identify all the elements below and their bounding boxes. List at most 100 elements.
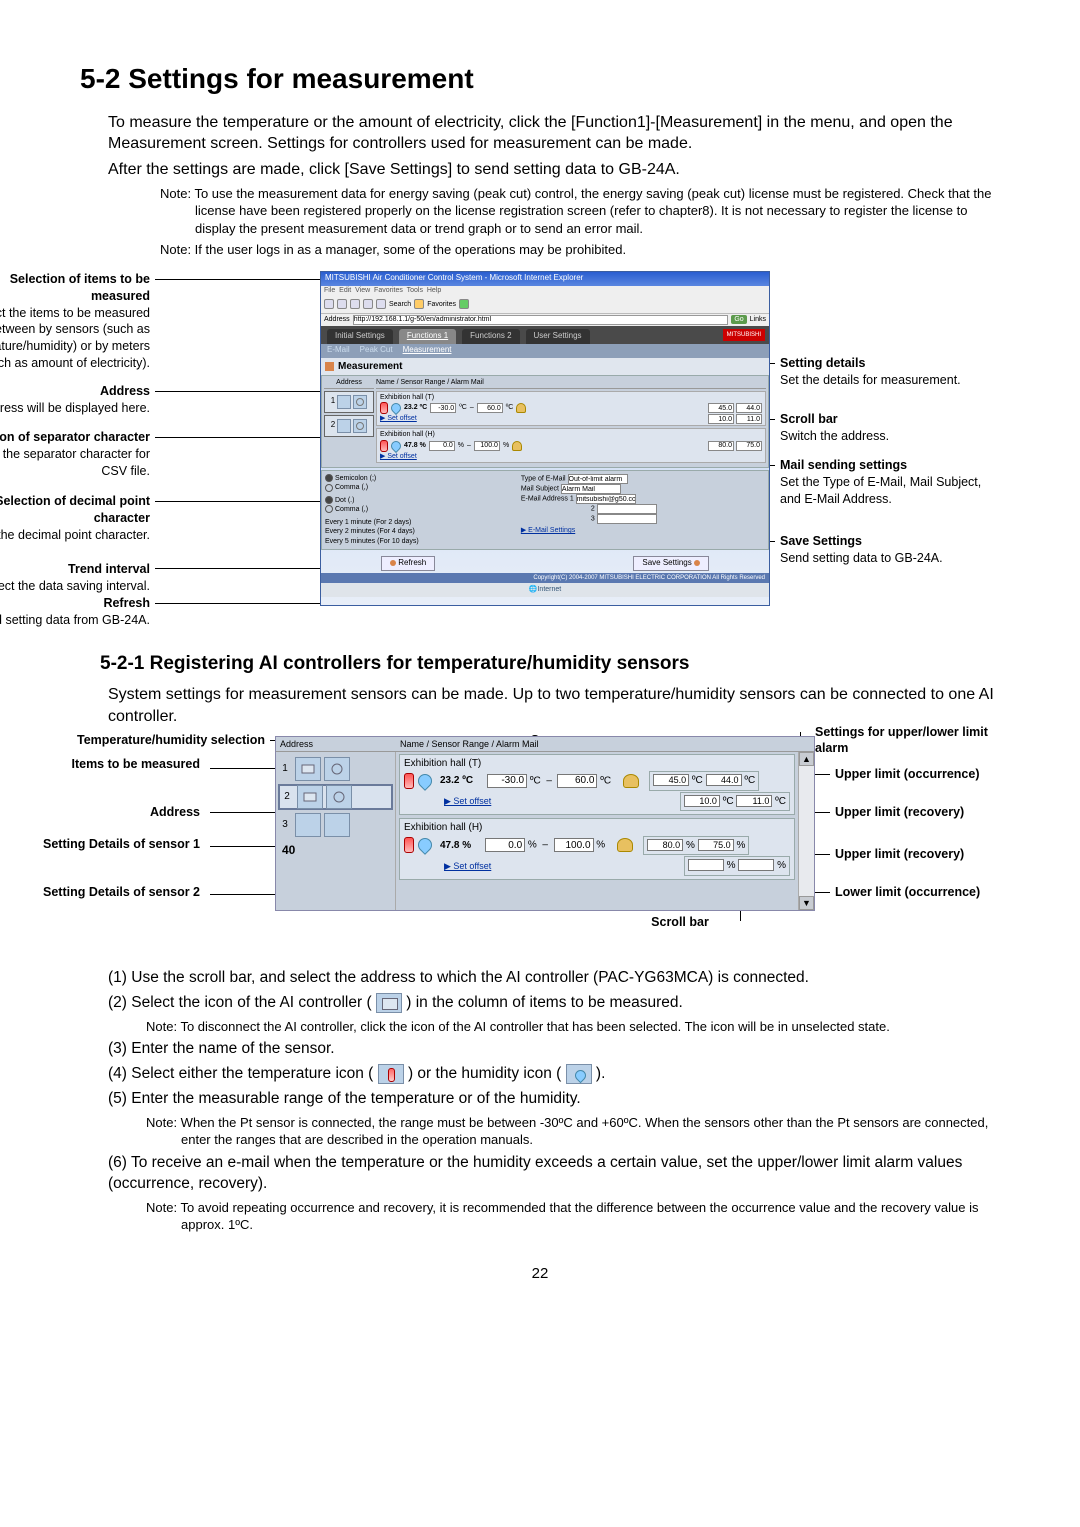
humidity-icon[interactable] [389, 401, 403, 415]
sub-email[interactable]: E-Mail [327, 345, 350, 356]
callout-mail: Mail sending settingsSet the Type of E-M… [780, 457, 990, 508]
addr-item-3[interactable]: 3 [278, 812, 393, 838]
set-offset-link[interactable]: ▶ Set offset [444, 860, 491, 872]
mail-type[interactable] [568, 474, 628, 484]
range-lo-input[interactable] [485, 838, 525, 852]
range-lo[interactable] [430, 403, 456, 413]
trend-opt[interactable]: Every 5 minutes (For 10 days) [325, 537, 513, 546]
trend-opt[interactable]: Every 1 minute (For 2 days) [325, 518, 513, 527]
alarm-input[interactable] [684, 795, 720, 807]
refresh-icon[interactable] [363, 299, 373, 309]
alarm-in[interactable] [736, 403, 762, 413]
tab-func2[interactable]: Functions 2 [462, 329, 519, 344]
range-hi[interactable] [477, 403, 503, 413]
radio-off[interactable] [325, 484, 333, 492]
alarm-in[interactable] [708, 441, 734, 451]
bell-icon[interactable] [516, 403, 526, 413]
sensor-row-1: Exhibition hall (T) 23.2 ºC ºC – ºC [376, 391, 766, 426]
bell-icon[interactable] [617, 838, 633, 852]
intro-2: After the settings are made, click [Save… [108, 159, 1000, 181]
callout-scroll: Scroll barSwitch the address. [780, 411, 990, 445]
app-nav: Initial Settings Functions 1 Functions 2… [321, 326, 769, 344]
meter-icon[interactable] [324, 813, 350, 837]
mail-addr[interactable] [597, 514, 657, 524]
step-6-note: Note: To avoid repeating occurrence and … [146, 1199, 1000, 1234]
scroll-down-icon[interactable]: ▼ [799, 896, 814, 910]
addr-item-1[interactable]: 1 [278, 756, 393, 782]
set-offset-link[interactable]: ▶ Set offset [380, 452, 417, 461]
tab-func1[interactable]: Functions 1 [399, 329, 456, 344]
addr-item-2[interactable]: 2 [278, 784, 393, 810]
back-icon[interactable] [324, 299, 334, 309]
save-button[interactable]: Save Settings [633, 556, 709, 571]
step-5: (5) Enter the measurable range of the te… [108, 1089, 1000, 1110]
sub-measurement[interactable]: Measurement [403, 345, 452, 356]
ai-controller-icon[interactable] [297, 785, 323, 809]
alarm-in[interactable] [708, 403, 734, 413]
alarm-input[interactable] [647, 839, 683, 851]
url-input[interactable] [353, 315, 729, 325]
alarm-input[interactable] [738, 859, 774, 871]
bell-icon[interactable] [623, 774, 639, 788]
range-hi[interactable] [474, 441, 500, 451]
email-settings-link[interactable]: ▶ E-Mail Settings [521, 526, 765, 535]
go-button[interactable]: Go [731, 315, 746, 324]
mail-subject[interactable] [561, 484, 621, 494]
range-hi-input[interactable] [554, 838, 594, 852]
set-offset-link[interactable]: ▶ Set offset [444, 795, 491, 807]
range-hi-input[interactable] [557, 774, 597, 788]
meter-icon[interactable] [324, 757, 350, 781]
bell-icon[interactable] [512, 441, 522, 451]
thermo-icon[interactable] [404, 837, 414, 853]
meter-icon[interactable] [326, 785, 352, 809]
alarm-input[interactable] [698, 839, 734, 851]
set-offset-link[interactable]: ▶ Set offset [380, 414, 417, 423]
mail-addr[interactable] [597, 504, 657, 514]
radio-on[interactable] [325, 474, 333, 482]
callout-save: Save SettingsSend setting data to GB-24A… [780, 533, 990, 567]
media-icon[interactable] [459, 299, 469, 309]
callout-address: AddressUnit address will be displayed he… [0, 383, 150, 417]
ai-controller-icon[interactable] [295, 813, 321, 837]
mail-addr[interactable] [576, 494, 636, 504]
alarm-in[interactable] [736, 441, 762, 451]
fav-icon[interactable] [414, 299, 424, 309]
addr-row-1[interactable]: 1 [324, 391, 374, 413]
ai-controller-icon[interactable] [295, 757, 321, 781]
fwd-icon[interactable] [337, 299, 347, 309]
alarm-in[interactable] [708, 414, 734, 424]
callout-sul: Settings for upper/lower limit alarm [815, 724, 1015, 758]
range-lo-input[interactable] [487, 774, 527, 788]
alarm-input[interactable] [688, 859, 724, 871]
tab-initial[interactable]: Initial Settings [327, 329, 393, 344]
radio-on[interactable] [325, 496, 333, 504]
alarm-in[interactable] [736, 414, 762, 424]
alarm-input[interactable] [736, 795, 772, 807]
callout-trend: Trend intervalSelect the data saving int… [0, 561, 150, 595]
sub-peakcut[interactable]: Peak Cut [360, 345, 393, 356]
callout-ths: Temperature/humidity selection [15, 732, 265, 749]
scrollbar[interactable]: ▲ ▼ [798, 752, 814, 910]
radio-off[interactable] [325, 505, 333, 513]
sensor-row-2: Exhibition hall (H) 47.8 % % – % [376, 428, 766, 463]
page-number: 22 [80, 1264, 1000, 1284]
range-lo[interactable] [429, 441, 455, 451]
tab-user[interactable]: User Settings [526, 329, 590, 344]
humidity-icon[interactable] [415, 836, 435, 856]
alarm-input[interactable] [706, 774, 742, 786]
detail-header: AddressName / Sensor Range / Alarm Mail [276, 737, 814, 752]
scroll-up-icon[interactable]: ▲ [799, 752, 814, 766]
home-icon[interactable] [376, 299, 386, 309]
trend-opt[interactable]: Every 2 minutes (For 4 days) [325, 527, 513, 536]
refresh-button[interactable]: Refresh [381, 556, 435, 571]
humidity-icon[interactable] [415, 771, 435, 791]
stop-icon[interactable] [350, 299, 360, 309]
instructions: (1) Use the scroll bar, and select the a… [108, 968, 1000, 1234]
data-column: Name / Sensor Range / Alarm Mail Exhibit… [376, 378, 766, 465]
humidity-icon[interactable] [389, 439, 403, 453]
alarm-input[interactable] [653, 774, 689, 786]
thermo-icon[interactable] [380, 402, 388, 414]
thermo-icon[interactable] [380, 440, 388, 452]
addr-row-2[interactable]: 2 [324, 415, 374, 437]
thermo-icon[interactable] [404, 773, 414, 789]
